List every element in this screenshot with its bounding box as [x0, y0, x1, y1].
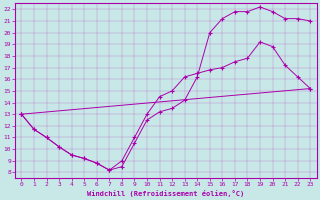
X-axis label: Windchill (Refroidissement éolien,°C): Windchill (Refroidissement éolien,°C) — [87, 190, 244, 197]
